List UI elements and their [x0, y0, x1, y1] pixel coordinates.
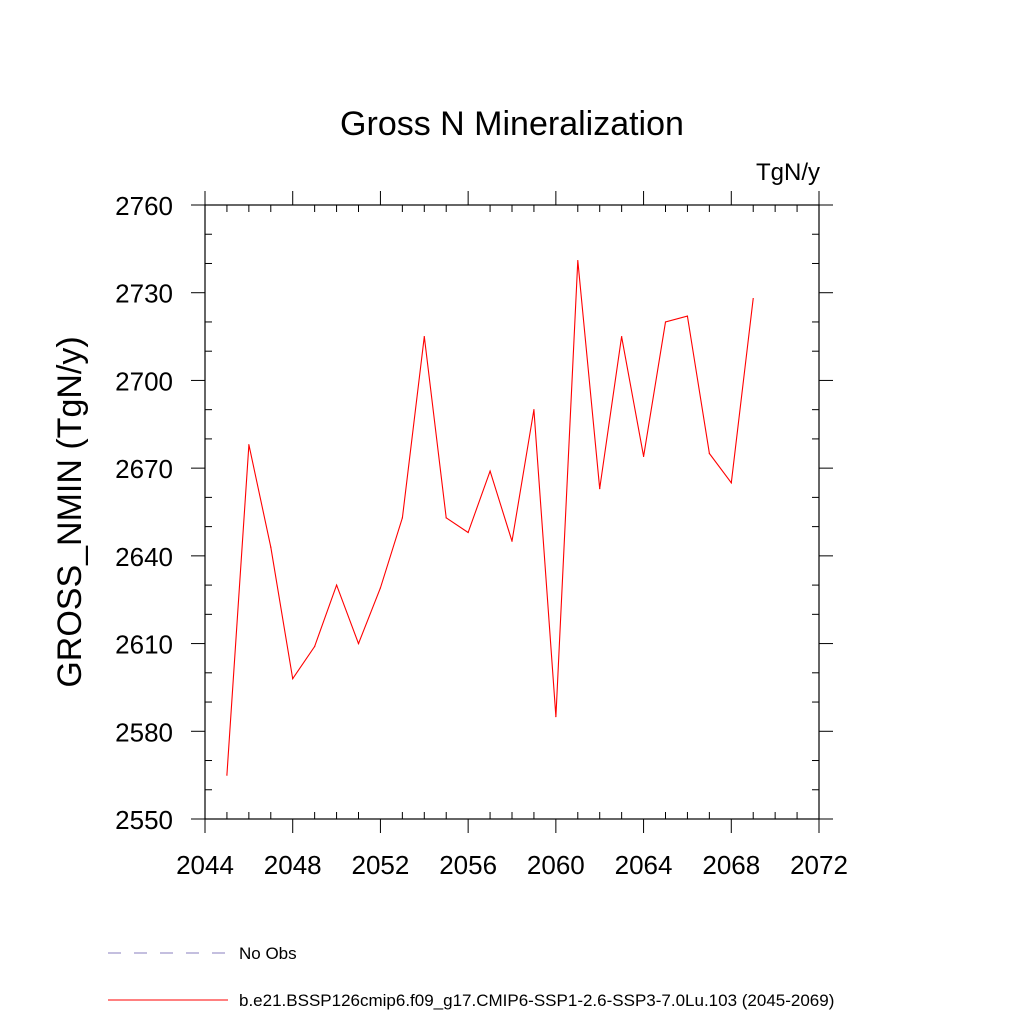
- y-axis-label: GROSS_NMIN (TgN/y): [51, 336, 89, 687]
- data-point: [752, 297, 754, 300]
- data-point: [642, 455, 645, 458]
- data-point: [401, 517, 403, 519]
- data-point: [248, 444, 250, 446]
- x-tick-label: 2064: [615, 850, 673, 880]
- data-point: [511, 540, 513, 542]
- x-tick-label: 2072: [790, 850, 848, 880]
- data-point: [621, 335, 623, 338]
- y-tick-label: 2580: [115, 717, 173, 747]
- data-point: [445, 517, 447, 519]
- data-point: [533, 409, 535, 411]
- data-point: [489, 470, 491, 472]
- data-point: [708, 452, 710, 455]
- data-point: [686, 315, 689, 317]
- plot-frame: [204, 204, 820, 820]
- data-point: [577, 259, 579, 262]
- y-tick-label: 2640: [115, 542, 173, 572]
- data-point: [467, 531, 469, 534]
- series-layer: [226, 259, 754, 776]
- axis-ticks: [191, 191, 833, 833]
- chart-title: Gross N Mineralization: [340, 105, 684, 143]
- legend: No Obs b.e21.BSSP126cmip6.f09_g17.CMIP6-…: [108, 944, 834, 1010]
- data-point: [335, 584, 338, 586]
- data-point: [599, 488, 601, 490]
- units-label: TgN/y: [756, 159, 820, 186]
- tick-labels: 2044 2048 2052 2056 2060 2064 2068 2072 2550 2580…: [115, 191, 848, 880]
- x-tick-label: 2052: [352, 850, 410, 880]
- data-point: [357, 642, 360, 645]
- x-tick-label: 2048: [264, 850, 322, 880]
- data-point: [270, 546, 272, 548]
- y-tick-label: 2730: [115, 279, 173, 309]
- x-tick-label: 2060: [527, 850, 585, 880]
- data-point: [379, 587, 382, 589]
- data-point: [664, 321, 667, 323]
- x-tick-label: 2068: [702, 850, 760, 880]
- series-line: [226, 260, 754, 776]
- x-tick-label: 2044: [176, 850, 234, 880]
- y-tick-label: 2610: [115, 630, 173, 660]
- legend-label-series: b.e21.BSSP126cmip6.f09_g17.CMIP6-SSP1-2.…: [239, 991, 834, 1010]
- data-point: [314, 645, 316, 648]
- legend-label-no-obs: No Obs: [239, 944, 297, 963]
- x-tick-label: 2056: [439, 850, 497, 880]
- y-tick-label: 2760: [115, 191, 173, 221]
- data-point: [555, 716, 557, 718]
- data-point: [226, 774, 228, 776]
- data-point: [730, 482, 732, 484]
- data-point: [292, 678, 294, 680]
- y-tick-label: 2670: [115, 454, 173, 484]
- data-point: [423, 335, 425, 338]
- y-tick-label: 2550: [115, 805, 173, 835]
- y-tick-label: 2700: [115, 366, 173, 396]
